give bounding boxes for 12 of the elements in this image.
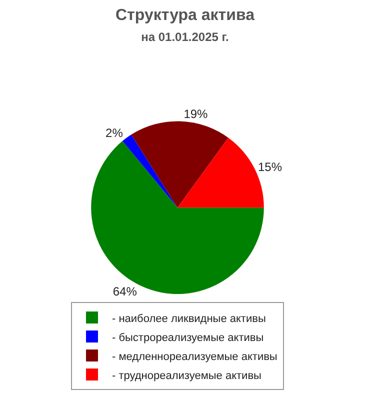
data-label: 2%	[106, 126, 124, 140]
chart-subtitle: на 01.01.2025 г.	[141, 30, 229, 44]
legend-label: - труднореализуемые активы	[112, 370, 262, 382]
data-label: 64%	[112, 284, 138, 299]
legend-label: - быстрореализуемые активы	[112, 332, 264, 344]
pie-slice	[131, 121, 228, 208]
chart-title: Структура актива	[116, 7, 255, 24]
pie-slice	[122, 134, 178, 208]
data-label: 15%	[258, 160, 282, 174]
data-label: 19%	[184, 107, 208, 122]
legend-label: - наиболее ликвидные активы	[112, 312, 266, 325]
legend-label: - медленнореализуемые активы	[112, 350, 278, 363]
